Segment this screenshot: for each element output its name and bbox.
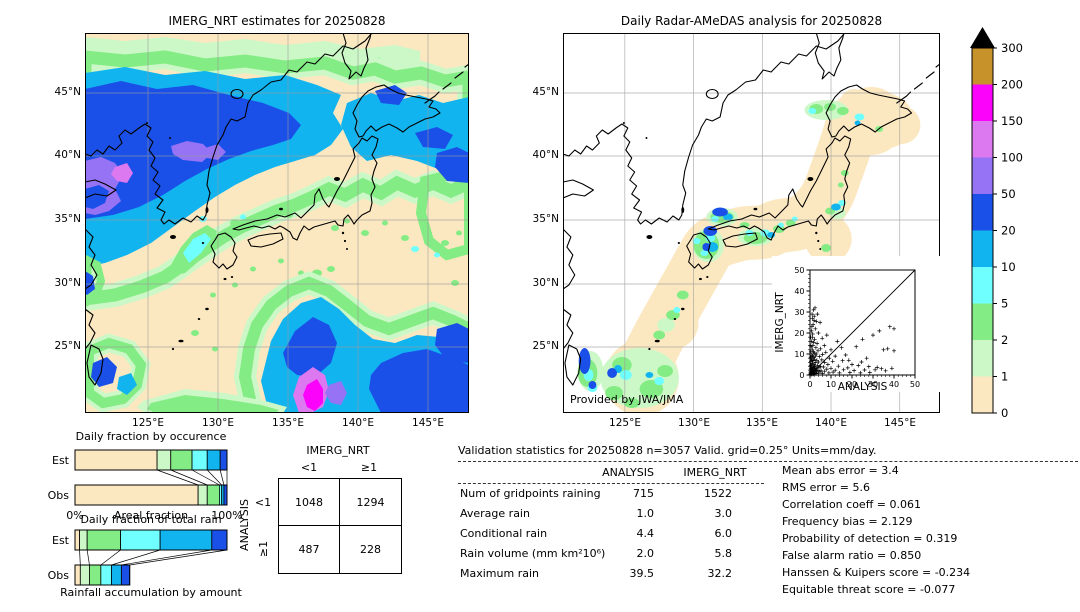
- svg-text:100: 100: [1001, 151, 1023, 165]
- svg-text:2: 2: [1001, 333, 1008, 347]
- lon-tick-label: 145°E: [412, 417, 444, 429]
- divider: [458, 461, 1078, 462]
- svg-text:50: 50: [910, 380, 920, 389]
- svg-text:100%: 100%: [211, 509, 242, 522]
- validation-title: Validation statistics for 20250828 n=305…: [458, 444, 877, 457]
- lat-tick-label: 45°N: [532, 86, 559, 98]
- scatter-inset: 00 10 10 20 20 30 30 40 40 50 50 ANALYSIS IMERG_NRT: [772, 256, 942, 392]
- svg-text:0: 0: [799, 371, 804, 380]
- lon-tick-label: 145°E: [884, 417, 916, 429]
- lat-tick-label: 25°N: [532, 340, 559, 352]
- validation-stat: Frequency bias = 2.129: [782, 515, 913, 528]
- validation-row: Conditional rain 4.4 6.0: [460, 527, 732, 540]
- svg-text:150: 150: [1001, 114, 1023, 128]
- right-map: [563, 33, 940, 413]
- contingency-row-label: <1: [254, 496, 272, 509]
- svg-text:Est: Est: [52, 534, 70, 547]
- lat-tick-label: 30°N: [54, 277, 81, 289]
- svg-text:50: 50: [794, 266, 804, 275]
- svg-text:10: 10: [794, 350, 804, 359]
- lon-tick-label: 135°E: [272, 417, 304, 429]
- contingency-cell: 228: [360, 543, 381, 556]
- left-map: [85, 33, 469, 413]
- svg-text:30: 30: [868, 380, 878, 389]
- svg-text:300: 300: [1001, 41, 1023, 55]
- precipitation-field: [85, 37, 469, 413]
- validation-stat: RMS error = 5.6: [782, 481, 870, 494]
- lon-tick-label: 130°E: [202, 417, 234, 429]
- contingency-cell: 487: [279, 526, 340, 573]
- svg-text:20: 20: [847, 380, 857, 389]
- svg-text:50: 50: [1001, 187, 1016, 201]
- divider: [458, 483, 764, 484]
- lon-tick-label: 140°E: [342, 417, 374, 429]
- occurrence-chart: Est Obs 0% Areal fraction 100%: [48, 449, 243, 522]
- svg-text:1: 1: [1001, 370, 1008, 384]
- svg-text:0: 0: [807, 380, 812, 389]
- svg-text:5: 5: [1001, 297, 1008, 311]
- validation-stat: Equitable threat score = -0.077: [782, 583, 956, 596]
- validation-row: Num of gridpoints raining 715 1522: [460, 487, 732, 500]
- total-rain-chart: Est Obs: [48, 529, 228, 586]
- svg-text:40: 40: [794, 287, 804, 296]
- lat-tick-label: 35°N: [54, 213, 81, 225]
- validation-stat: Correlation coeff = 0.061: [782, 498, 921, 511]
- svg-text:200: 200: [1001, 78, 1023, 92]
- svg-text:ANALYSIS: ANALYSIS: [838, 381, 888, 392]
- validation-row: Average rain 1.0 3.0: [460, 507, 732, 520]
- contingency-cell: 1294: [340, 479, 401, 526]
- svg-text:Obs: Obs: [48, 489, 70, 502]
- lat-tick-label: 40°N: [54, 149, 81, 161]
- occurrence-chart-title: Daily fraction by occurence: [75, 430, 227, 443]
- svg-text:10: 10: [826, 380, 836, 389]
- validation-table: Num of gridpoints raining 715 1522 Average …: [458, 487, 778, 587]
- lon-tick-label: 140°E: [815, 417, 847, 429]
- svg-text:10: 10: [1001, 260, 1016, 274]
- validation-extra-stats: Mean abs error = 3.4 RMS error = 5.6 Corre…: [782, 464, 1078, 600]
- lon-tick-label: 130°E: [678, 417, 710, 429]
- validation-row: Rain volume (mm km²10⁶) 2.0 5.8: [460, 547, 732, 560]
- contingency-col-group: IMERG_NRT: [306, 444, 370, 457]
- validation-stat: Mean abs error = 3.4: [782, 464, 899, 477]
- data-credit: Provided by JWA/JMA: [570, 393, 684, 406]
- validation-row: Maximum rain 39.5 32.2: [460, 567, 732, 580]
- left-map-title: IMERG_NRT estimates for 20250828: [168, 14, 386, 28]
- total-rain-chart-caption: Rainfall accumulation by amount: [60, 586, 242, 599]
- lat-tick-label: 35°N: [532, 213, 559, 225]
- lat-tick-label: 45°N: [54, 86, 81, 98]
- svg-text:IMERG_NRT: IMERG_NRT: [774, 292, 786, 353]
- right-map-title: Daily Radar-AMeDAS analysis for 20250828: [620, 14, 883, 28]
- validation-stat: Probability of detection = 0.319: [782, 532, 958, 545]
- contingency-col-label: <1: [300, 461, 318, 474]
- svg-text:Areal fraction: Areal fraction: [114, 509, 188, 522]
- contingency-row-label: ≥1: [256, 540, 270, 558]
- contingency-col-label: ≥1: [360, 461, 378, 474]
- svg-text:Est: Est: [52, 454, 70, 467]
- svg-text:40: 40: [889, 380, 899, 389]
- total-rain-chart-title: Daily fraction of total rain: [80, 513, 222, 526]
- validation-col-header: IMERG_NRT: [683, 466, 747, 479]
- lat-tick-label: 25°N: [54, 340, 81, 352]
- svg-text:Obs: Obs: [48, 569, 70, 582]
- lat-tick-label: 30°N: [532, 277, 559, 289]
- lon-tick-label: 135°E: [746, 417, 778, 429]
- svg-text:0%: 0%: [66, 509, 83, 522]
- contingency-table: 1048 1294 487 228: [278, 478, 402, 574]
- svg-text:30: 30: [794, 308, 804, 317]
- svg-text:0: 0: [1001, 406, 1008, 420]
- svg-text:20: 20: [1001, 224, 1016, 238]
- lon-tick-label: 125°E: [609, 417, 641, 429]
- validation-stat: Hanssen & Kuipers score = -0.234: [782, 566, 971, 579]
- lat-tick-label: 40°N: [532, 149, 559, 161]
- validation-col-header: ANALYSIS: [602, 466, 654, 479]
- lon-tick-label: 125°E: [132, 417, 164, 429]
- contingency-cell: 1048: [279, 479, 340, 526]
- svg-text:20: 20: [794, 329, 804, 338]
- validation-stat: False alarm ratio = 0.850: [782, 549, 922, 562]
